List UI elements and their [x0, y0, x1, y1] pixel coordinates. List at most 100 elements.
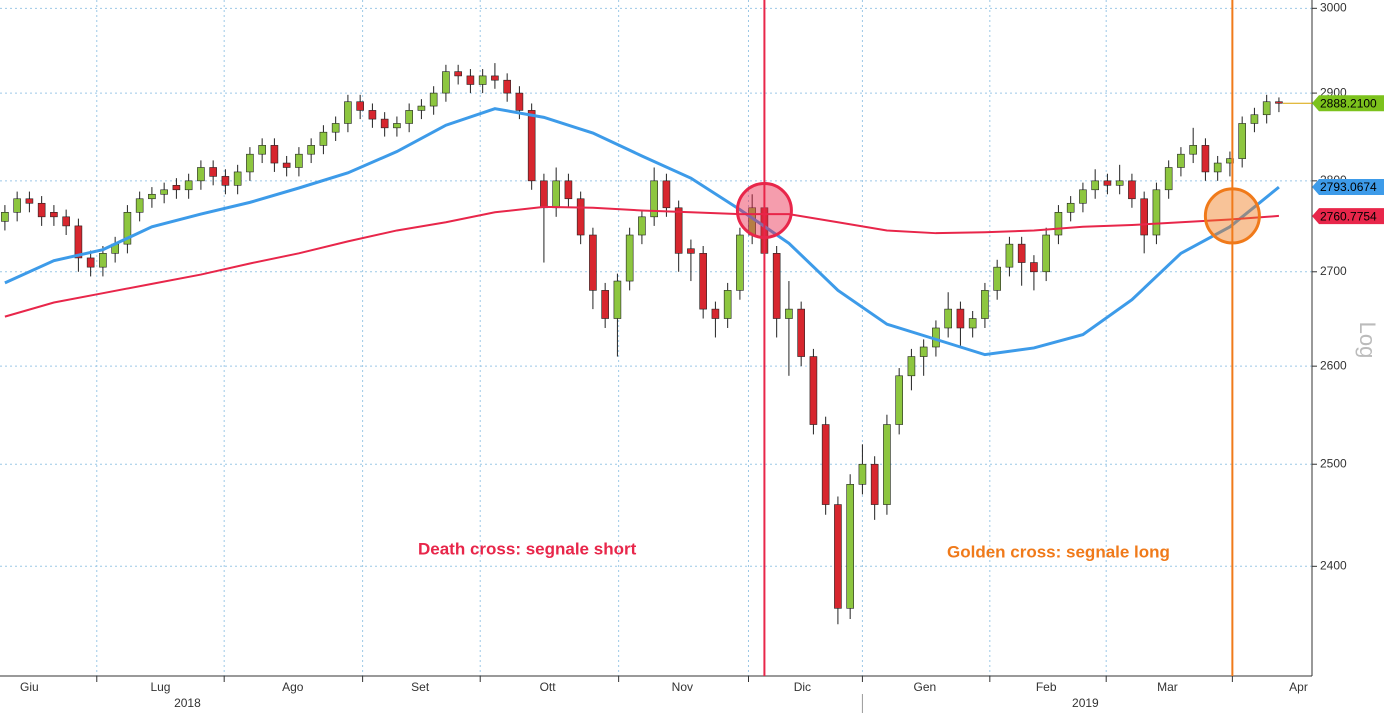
- candle-body: [13, 198, 21, 213]
- candle-body: [454, 71, 462, 77]
- candle-body: [99, 253, 107, 268]
- candle-body: [1164, 167, 1173, 191]
- candle-body: [405, 110, 413, 124]
- candle-body: [711, 308, 720, 319]
- x-tick-label: Apr: [1289, 680, 1308, 694]
- ma-line: [4, 107, 1280, 357]
- ma-line: [4, 205, 1279, 318]
- candle-body: [797, 308, 805, 357]
- candle-body: [883, 424, 891, 505]
- candle-body: [846, 484, 854, 609]
- candle-body: [772, 253, 781, 319]
- year-label: 2018: [174, 696, 201, 710]
- candle-body: [1042, 234, 1050, 273]
- candle-body: [246, 153, 254, 173]
- candle-body: [625, 234, 634, 282]
- candle-body: [344, 101, 352, 124]
- candle-body: [197, 167, 205, 182]
- candle-body: [442, 71, 450, 94]
- candle-body: [515, 92, 524, 111]
- value-tag-label: 2760.7754: [1320, 209, 1377, 223]
- candle-body: [944, 308, 952, 329]
- y-tick-label: 2500: [1320, 456, 1347, 470]
- candle-body: [540, 180, 548, 209]
- candle-body: [1128, 180, 1136, 200]
- candle-body: [172, 185, 181, 191]
- candle-body: [319, 131, 328, 146]
- candle-body: [1066, 202, 1075, 213]
- candle-body: [307, 145, 315, 155]
- annotation-text: Golden cross: segnale long: [947, 542, 1170, 561]
- candle-body: [674, 207, 683, 254]
- candle-body: [809, 356, 818, 425]
- candle-body: [1250, 114, 1259, 124]
- candle-body: [1177, 153, 1185, 168]
- y-tick-label: 3000: [1320, 0, 1347, 14]
- candle-body: [1103, 180, 1112, 186]
- value-tag-label: 2888.2100: [1320, 96, 1377, 110]
- candle-body: [1005, 243, 1014, 268]
- value-tag: [1312, 208, 1384, 225]
- x-tick-label: Gen: [914, 680, 937, 694]
- candle-body: [687, 248, 695, 254]
- candle-body: [25, 198, 34, 204]
- candle-body: [821, 424, 830, 505]
- candle-body: [221, 176, 230, 186]
- candle-body: [160, 189, 168, 195]
- candle-body: [258, 145, 266, 155]
- x-tick-label: Dic: [794, 680, 811, 694]
- candle-body: [785, 308, 793, 319]
- x-tick-label: Set: [411, 680, 430, 694]
- candle-body: [331, 123, 340, 133]
- candle-body: [74, 225, 83, 259]
- y-tick-label: 2400: [1320, 558, 1347, 572]
- candle-body: [62, 216, 70, 227]
- candle-body: [50, 211, 58, 218]
- candle-body: [736, 234, 744, 291]
- candle-body: [895, 375, 903, 425]
- grid: [0, 0, 1312, 676]
- candle-body: [1, 211, 9, 222]
- candle-body: [148, 193, 156, 200]
- candle-body: [662, 180, 671, 209]
- candle-body: [699, 253, 707, 310]
- candle-body: [270, 145, 279, 164]
- candle-body: [37, 202, 46, 218]
- value-tag: [1312, 179, 1384, 196]
- candle-body: [368, 110, 377, 120]
- candle-body: [650, 180, 658, 218]
- candle-body: [503, 79, 511, 94]
- candle-body: [1152, 189, 1161, 236]
- candle-body: [1213, 162, 1222, 173]
- candle-body: [981, 290, 989, 319]
- candle-body: [478, 75, 487, 85]
- cross-marker: [735, 181, 793, 239]
- x-tick-label: Ago: [282, 680, 304, 694]
- candle-body: [527, 110, 536, 182]
- candle-body: [1140, 198, 1148, 236]
- x-tick-label: Giu: [20, 680, 39, 694]
- candle-body: [135, 198, 144, 213]
- x-tick-label: Mar: [1157, 680, 1178, 694]
- axis-label: Log: [1355, 322, 1380, 359]
- candle-body: [613, 280, 622, 319]
- x-tick-label: Lug: [150, 680, 170, 694]
- candle-body: [968, 318, 977, 329]
- candle-body: [86, 257, 95, 268]
- cross-marker: [1203, 187, 1261, 245]
- candle-body: [282, 162, 291, 168]
- value-tag: [1312, 95, 1384, 112]
- candle-body: [1189, 145, 1197, 155]
- candle-body: [184, 180, 193, 191]
- candle-body: [638, 216, 646, 236]
- candle-body: [417, 105, 426, 111]
- candle-body: [1115, 180, 1124, 186]
- y-tick-label: 2700: [1320, 264, 1347, 278]
- candle-body: [589, 234, 597, 291]
- candle-body: [870, 463, 879, 505]
- candle-body: [576, 198, 585, 236]
- candle-body: [233, 171, 242, 186]
- candle-body: [295, 153, 303, 168]
- candle-body: [552, 180, 560, 209]
